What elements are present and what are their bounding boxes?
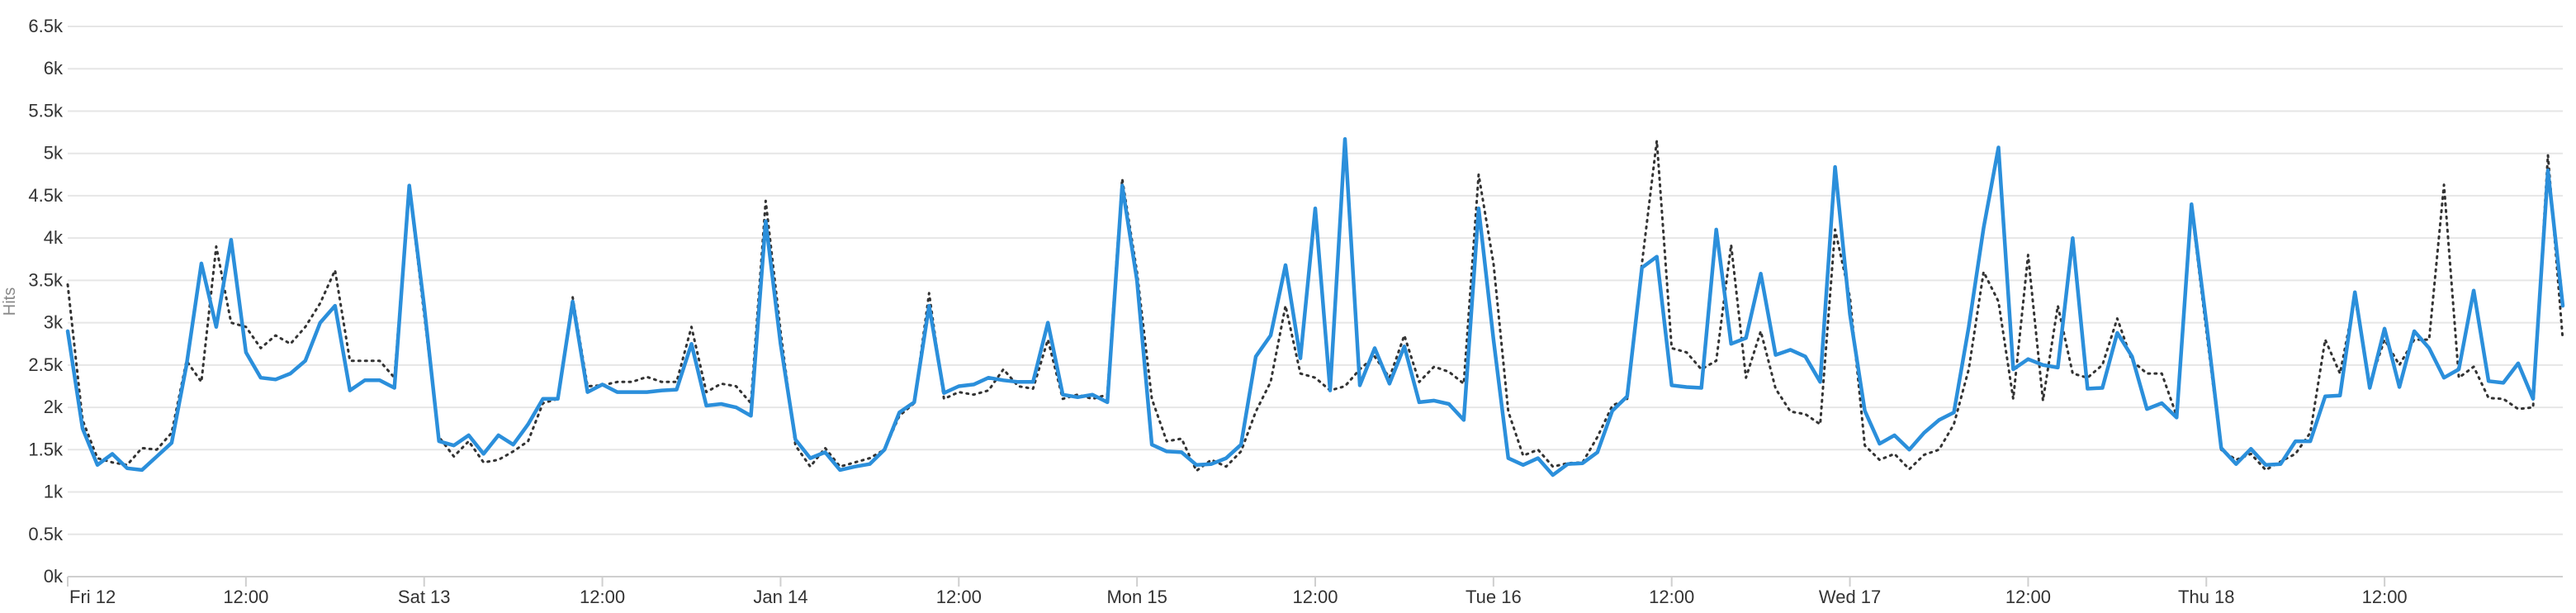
x-tick-label: Sat 13 — [398, 587, 451, 607]
y-tick-label: 6.5k — [28, 16, 64, 36]
y-tick-label: 4.5k — [28, 185, 64, 206]
y-tick-label: 5k — [44, 143, 64, 164]
x-tick-label: 12:00 — [223, 587, 268, 607]
x-tick-label: 12:00 — [580, 587, 625, 607]
x-tick-label: Fri 12 — [69, 587, 116, 607]
series-lines — [65, 137, 2565, 478]
x-tick-label: 12:00 — [1649, 587, 1694, 607]
y-tick-label: 2.5k — [28, 354, 64, 375]
y-tick-label: 3k — [44, 312, 64, 333]
gridlines — [68, 26, 2563, 535]
y-tick-label: 1k — [44, 482, 64, 502]
y-tick-label: 1.5k — [28, 439, 64, 459]
y-tick-label: 0k — [44, 566, 64, 587]
y-axis: 0k 0.5k 1k 1.5k 2k 2.5k 3k 3.5k 4k 4.5k 5k 5.5k 6k 6.… — [28, 16, 64, 587]
x-tick-label: 12:00 — [2005, 587, 2051, 607]
y-tick-label: 5.5k — [28, 100, 64, 121]
x-tick-label: 12:00 — [936, 587, 982, 607]
y-tick-label: 3.5k — [28, 269, 64, 290]
y-axis-label: Hits — [1, 287, 19, 316]
x-tick-label: Wed 17 — [1819, 587, 1881, 607]
series-line-dotted — [66, 139, 2564, 473]
x-tick-label: Tue 16 — [1466, 587, 1522, 607]
x-axis: Fri 12 12:00 Sat 13 12:00 Jan 14 12:00 Mon 15 1… — [67, 576, 2563, 607]
series-line-solid — [65, 137, 2565, 478]
y-tick-label: 6k — [44, 58, 64, 78]
x-tick-label: Thu 18 — [2178, 587, 2235, 607]
y-tick-label: 2k — [44, 397, 64, 417]
x-tick-label: Jan 14 — [753, 587, 807, 607]
x-tick-label: 12:00 — [2362, 587, 2408, 607]
x-tick-label: Mon 15 — [1106, 587, 1167, 607]
x-tick-label: 12:00 — [1292, 587, 1338, 607]
y-tick-label: 4k — [44, 227, 64, 248]
y-tick-label: 0.5k — [28, 524, 64, 544]
